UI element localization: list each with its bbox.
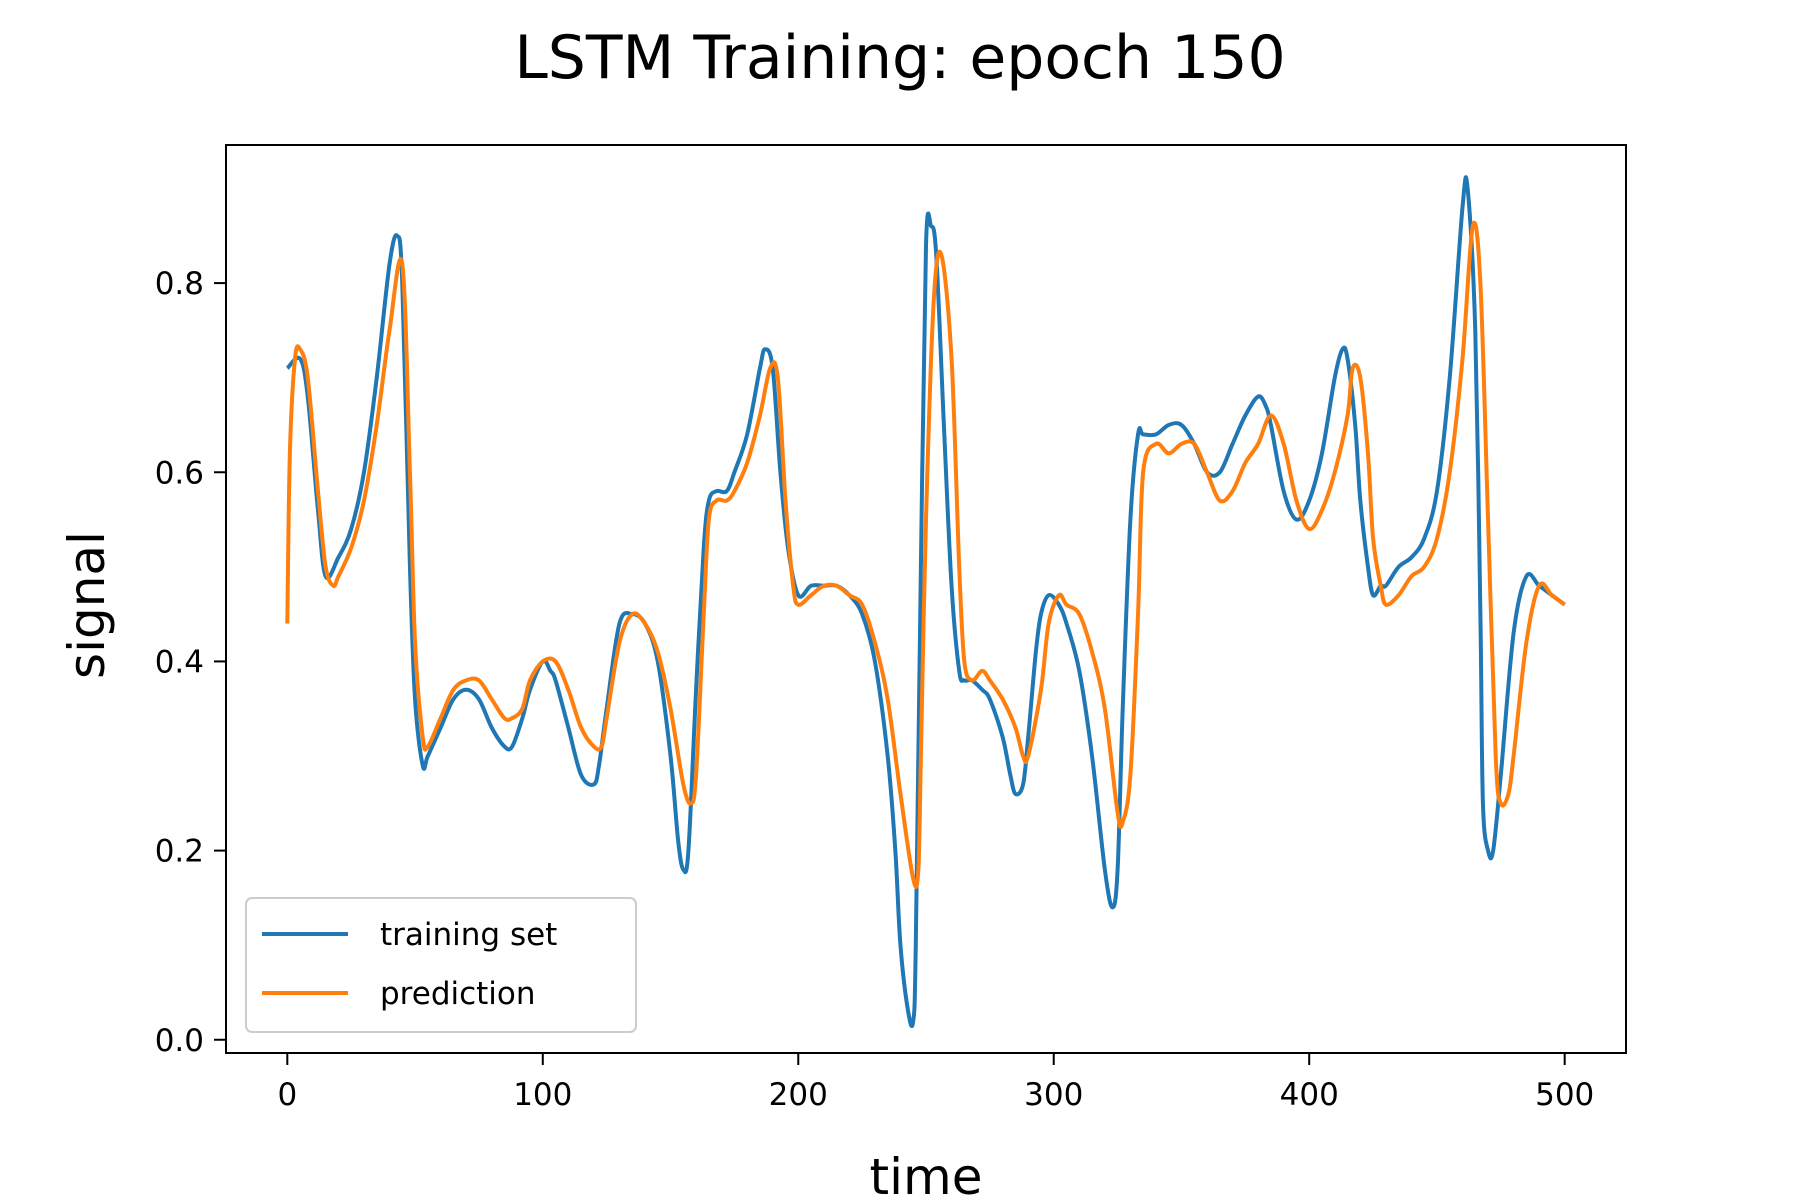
y-tick-label: 0.2 xyxy=(155,834,204,870)
x-tick-label: 100 xyxy=(513,1077,572,1113)
x-tick-label: 400 xyxy=(1280,1077,1339,1113)
legend-box xyxy=(245,897,637,1033)
x-axis: 0 100 200 300 400 500 xyxy=(277,1053,1594,1113)
y-axis: 0.0 0.2 0.4 0.6 0.8 xyxy=(155,266,226,1059)
legend: training set prediction xyxy=(245,897,637,1033)
y-axis-label: signal xyxy=(58,531,116,679)
x-tick-label: 0 xyxy=(277,1077,297,1113)
x-tick-label: 500 xyxy=(1535,1077,1594,1113)
series-line-prediction xyxy=(285,220,1566,889)
series-line-training-set xyxy=(285,175,1566,1029)
legend-label-training-set: training set xyxy=(380,917,557,953)
series-layer xyxy=(285,175,1566,1029)
y-tick-label: 0.6 xyxy=(155,455,204,491)
y-tick-label: 0.8 xyxy=(155,266,204,302)
chart-title: LSTM Training: epoch 150 xyxy=(514,23,1285,93)
legend-label-prediction: prediction xyxy=(380,976,536,1012)
x-axis-label: time xyxy=(870,1148,983,1200)
plot-frame xyxy=(225,144,1627,1054)
x-tick-label: 200 xyxy=(769,1077,828,1113)
y-tick-label: 0.0 xyxy=(155,1023,204,1059)
y-tick-label: 0.4 xyxy=(155,644,204,680)
x-tick-label: 300 xyxy=(1024,1077,1083,1113)
